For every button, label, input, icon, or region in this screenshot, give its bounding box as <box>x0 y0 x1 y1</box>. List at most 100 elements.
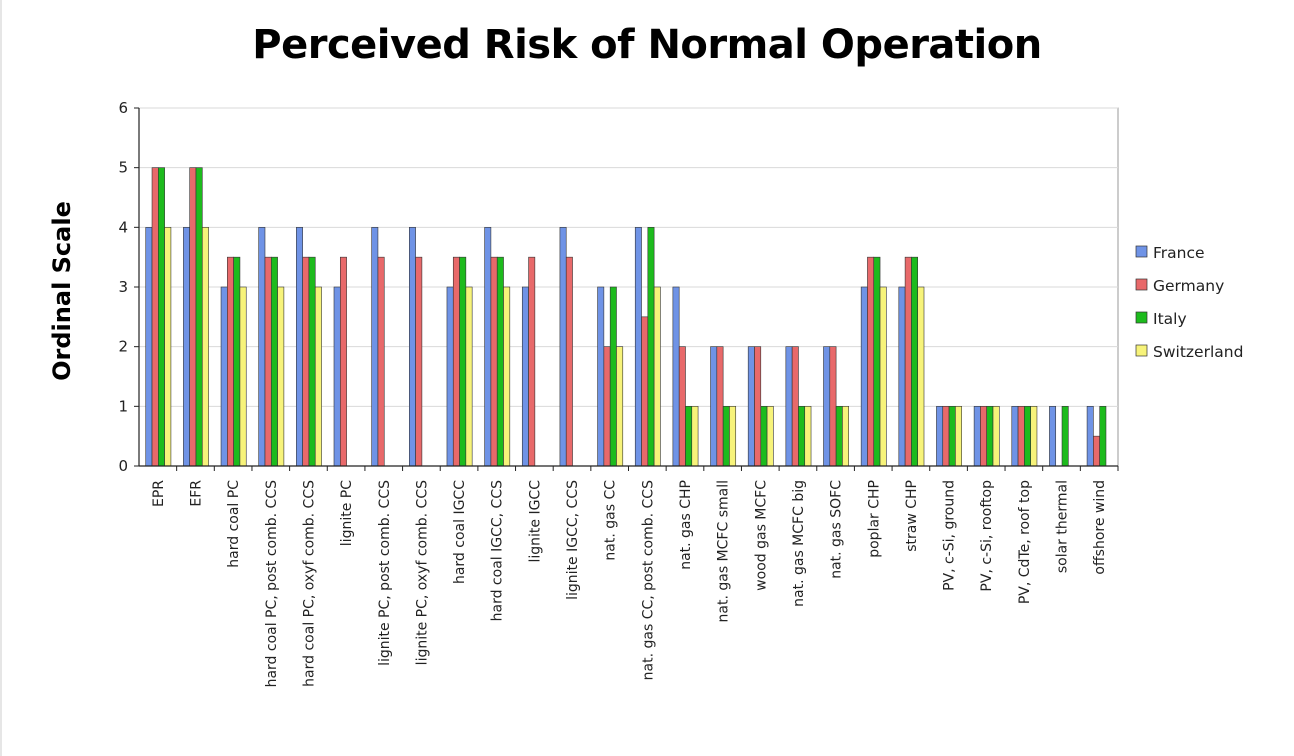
bar-germany-22 <box>942 406 950 467</box>
frame-edge <box>0 0 2 756</box>
bars <box>145 167 1107 467</box>
legend-label-switzerland: Switzerland <box>1153 343 1243 361</box>
x-tick-label: hard coal PC <box>226 480 242 568</box>
bar-france-3 <box>220 286 228 467</box>
bar-germany-5 <box>302 256 310 467</box>
x-tick-labels: EPR EFR hard coal PC hard coal PC, post com… <box>151 480 1108 688</box>
x-tick-label: lignite PC, post comb. CCS <box>377 480 393 666</box>
x-tick-label: solar thermal <box>1055 480 1071 573</box>
bar-germany-16 <box>716 346 724 467</box>
x-tick-label: nat. gas CHP <box>678 480 694 570</box>
bar-switzerland-22 <box>955 406 962 467</box>
legend-swatch-france <box>1135 245 1148 258</box>
bar-switzerland-19 <box>842 406 849 467</box>
x-tick-label: nat. gas SOFC <box>829 480 845 579</box>
bar-italy-13 <box>609 286 617 467</box>
bar-germany-17 <box>754 346 762 467</box>
bar-france-4 <box>258 227 266 467</box>
bar-germany-21 <box>904 256 912 467</box>
bar-germany-10 <box>490 256 498 467</box>
bar-france-20 <box>860 286 868 467</box>
bar-italy-25 <box>1061 406 1069 467</box>
bar-switzerland-23 <box>992 406 1000 467</box>
y-tick-label: 4 <box>118 218 128 236</box>
bar-italy-10 <box>496 256 504 467</box>
bar-germany-20 <box>867 256 875 467</box>
bar-germany-8 <box>415 256 423 467</box>
bar-switzerland-21 <box>917 286 925 467</box>
x-tick-label: EPR <box>151 480 167 507</box>
bar-italy-2 <box>195 167 203 467</box>
bar-italy-23 <box>986 406 994 467</box>
bar-switzerland-5 <box>314 286 322 467</box>
bar-germany-4 <box>264 256 272 467</box>
x-tick-label: lignite PC, oxyf comb. CCS <box>414 480 430 665</box>
y-tick-labels: 0 1 2 3 4 5 6 <box>118 99 128 475</box>
bar-switzerland-1 <box>164 227 172 467</box>
bar-italy-26 <box>1099 406 1107 467</box>
bar-switzerland-20 <box>879 286 887 467</box>
bar-italy-3 <box>233 256 241 467</box>
bar-germany-18 <box>791 346 799 467</box>
bar-italy-18 <box>798 406 806 467</box>
bar-switzerland-17 <box>766 406 774 467</box>
x-tick-label: wood gas MCFC <box>753 480 769 591</box>
gridlines <box>138 107 1119 467</box>
x-tick-label: straw CHP <box>904 480 920 552</box>
bar-france-22 <box>936 406 944 467</box>
y-tick-label: 5 <box>118 159 128 177</box>
bar-france-11 <box>521 286 529 467</box>
y-tick-label: 6 <box>118 99 128 117</box>
bar-germany-12 <box>565 256 573 467</box>
bar-germany-11 <box>528 256 536 467</box>
bar-switzerland-4 <box>277 286 285 467</box>
bar-italy-5 <box>308 256 316 467</box>
bar-italy-21 <box>911 256 919 467</box>
bar-germany-24 <box>1017 406 1025 467</box>
x-tick-label: lignite PC <box>339 480 355 546</box>
bar-germany-2 <box>189 167 197 467</box>
bar-france-15 <box>672 286 680 467</box>
bar-italy-1 <box>158 167 165 467</box>
bar-france-7 <box>371 227 379 467</box>
y-tick-label: 2 <box>118 338 128 356</box>
bar-france-18 <box>785 346 793 467</box>
bar-germany-6 <box>339 256 347 467</box>
bar-germany-19 <box>829 346 837 467</box>
legend-swatch-switzerland <box>1135 344 1148 357</box>
bar-switzerland-9 <box>465 286 473 467</box>
x-tick-label: nat. gas MCFC big <box>791 480 807 607</box>
x-tick-label: lignite IGCC <box>527 480 543 563</box>
bar-germany-3 <box>227 256 234 467</box>
bar-italy-9 <box>459 256 467 467</box>
bar-germany-7 <box>377 256 385 467</box>
bar-france-17 <box>747 346 755 467</box>
bar-france-5 <box>296 227 303 467</box>
bar-switzerland-10 <box>503 286 511 467</box>
legend: France Germany Italy Switzerland <box>1135 244 1243 361</box>
bar-germany-1 <box>151 167 159 467</box>
x-tick-label: nat. gas CC, post comb. CCS <box>640 480 656 680</box>
bar-france-9 <box>446 286 454 467</box>
bar-switzerland-18 <box>804 406 812 467</box>
axes <box>134 107 1119 471</box>
bar-france-23 <box>973 406 981 467</box>
bar-italy-17 <box>760 406 768 467</box>
x-tick-label: EFR <box>188 480 204 507</box>
bar-switzerland-13 <box>616 346 624 467</box>
y-tick-label: 1 <box>118 397 128 415</box>
x-tick-label: PV, c-Si, ground <box>942 480 958 591</box>
legend-swatch-germany <box>1135 278 1148 291</box>
y-tick-label: 3 <box>118 278 128 296</box>
bar-italy-19 <box>835 406 843 467</box>
bar-france-10 <box>484 227 492 467</box>
y-tick-label: 0 <box>118 457 128 475</box>
bar-france-19 <box>823 346 831 467</box>
bar-switzerland-14 <box>653 286 661 467</box>
legend-label-italy: Italy <box>1153 310 1187 328</box>
bar-france-2 <box>183 227 190 467</box>
bar-germany-13 <box>603 346 611 467</box>
bar-italy-14 <box>647 227 655 467</box>
bar-france-25 <box>1049 406 1057 467</box>
